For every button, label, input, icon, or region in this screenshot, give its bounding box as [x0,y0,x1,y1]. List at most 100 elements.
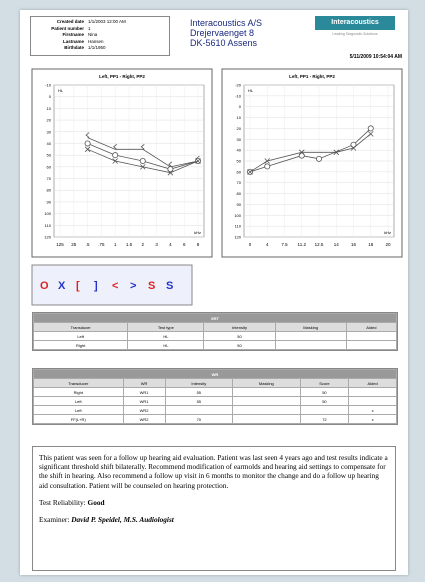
wr-table: WR Transducer WR Intensity Masking Score Aided… [32,368,398,425]
x-tick-label: 125 [56,242,64,247]
table-cell: 55 [164,387,234,397]
x-tick-label: 20 [385,242,391,247]
x-unit: kHz [194,230,201,235]
symbol: S [166,280,173,292]
table-cell: x [348,414,397,424]
logo: Interacoustics [315,16,395,30]
y-tick-label: 40 [237,148,242,153]
marker [195,158,201,164]
x-tick-label: 7.5 [281,242,288,247]
header-row: Transducer Test type Intensity Masking Aided [32,322,398,332]
field-label: Birthdate [64,45,84,50]
table-row: Left WR2 x [33,405,397,415]
report-page: Created date 1/1/2003 12:00 AM Patient num… [20,10,408,575]
x-tick-label: 1 [114,242,117,247]
y-tick-label: 30 [237,137,242,142]
x-tick-label: 4 [169,242,172,247]
symbol: < [112,280,118,292]
field-label: Firstname [62,32,84,37]
column-header: Masking [232,378,301,388]
table-cell: WR1 [122,396,166,406]
chart-frame [31,68,213,258]
column-header: Test type [127,322,205,332]
table-title: SRT [33,313,397,323]
notes-paragraph: This patient was seen for a follow up he… [39,453,388,490]
examiner: Examiner: David P. Speidel, M.S. Audiolo… [39,515,389,524]
table-cell: Right [32,340,129,350]
column-header: Aided [345,322,398,332]
table-row: Left HL 50 [32,331,398,341]
series-line [249,133,372,173]
marker [139,158,146,165]
y-tick-label: 100 [234,213,241,218]
marker [315,155,322,162]
title-row: SRT [33,313,397,323]
table-cell [274,340,347,350]
column-header: Masking [274,322,347,332]
y-tick-label: 10 [47,106,52,111]
label: Test Reliability: [39,497,86,507]
y-tick-label: 60 [237,169,242,174]
y-tick-label: 80 [47,188,52,193]
marker [298,152,305,159]
table-cell [232,396,301,406]
field: Created date 1/1/2003 12:00 AM [34,19,166,26]
y-unit: HL [248,88,254,93]
x-tick-label: 0 [249,242,252,247]
marker [367,131,374,137]
value: Good [87,497,105,507]
marker [247,169,253,175]
table-cell: WR1 [122,387,166,397]
x-tick-label: 16 [351,242,357,247]
marker [85,132,90,138]
value: David P. Speidel, M.S. Audiologist [71,515,174,525]
company-city: DK-5610 Assens [190,38,258,48]
x-tick-label: 8 [197,242,200,247]
table-cell: 55 [164,396,234,406]
table-cell: 50 [203,331,276,341]
x-tick-label: 25 [71,242,77,247]
field-label: Patient number [51,25,84,31]
column-header: Intensity [164,378,234,388]
marker [168,161,173,168]
field-value: 1 [88,25,91,31]
y-tick-label: 60 [47,164,52,169]
table-cell: Left [32,331,129,341]
chart-title: Left, PP1 - Right, PP2 [99,74,145,79]
marker [264,158,271,164]
series-line [87,137,199,168]
reliability: Test Reliability: Good [39,498,389,507]
x-tick-label: 6 [183,242,186,247]
table-cell [274,331,347,341]
table-cell: Right [33,387,124,397]
column-header: Transducer [32,322,129,332]
marker [84,140,91,147]
table: SRT Transducer Test type Intensity Masking Ai… [32,313,398,350]
y-tick-label: 50 [47,153,52,158]
symbol: O [40,280,49,292]
chart-title: Left, PP1 - Right, PP2 [289,74,335,79]
notes: This patient was seen for a follow up he… [32,446,396,571]
column-header: Aided [348,378,397,388]
marker [367,125,374,132]
table-cell: 50 [299,396,350,406]
y-tick-label: 70 [237,180,242,185]
y-tick-label: 120 [234,235,241,240]
marker [112,152,119,159]
table-cell [345,340,398,350]
company-name: Interacoustics A/S [190,18,263,28]
table-cell [164,405,234,415]
y-tick-label: 120 [44,235,51,240]
y-tick-label: 30 [47,129,52,134]
table: WR Transducer WR Intensity Masking Score Aided… [33,369,397,424]
audiograms: Left, PP1 - Right, PP2-10010203040506070… [31,68,403,306]
table-cell: Left [33,396,124,406]
marker [333,149,340,156]
table-cell: 72 [299,414,350,424]
x-tick-label: 11.2 [298,242,307,247]
y-tick-label: 80 [237,191,242,196]
x-tick-label: 12.5 [315,242,324,247]
marker [140,144,145,150]
marker [84,146,91,153]
